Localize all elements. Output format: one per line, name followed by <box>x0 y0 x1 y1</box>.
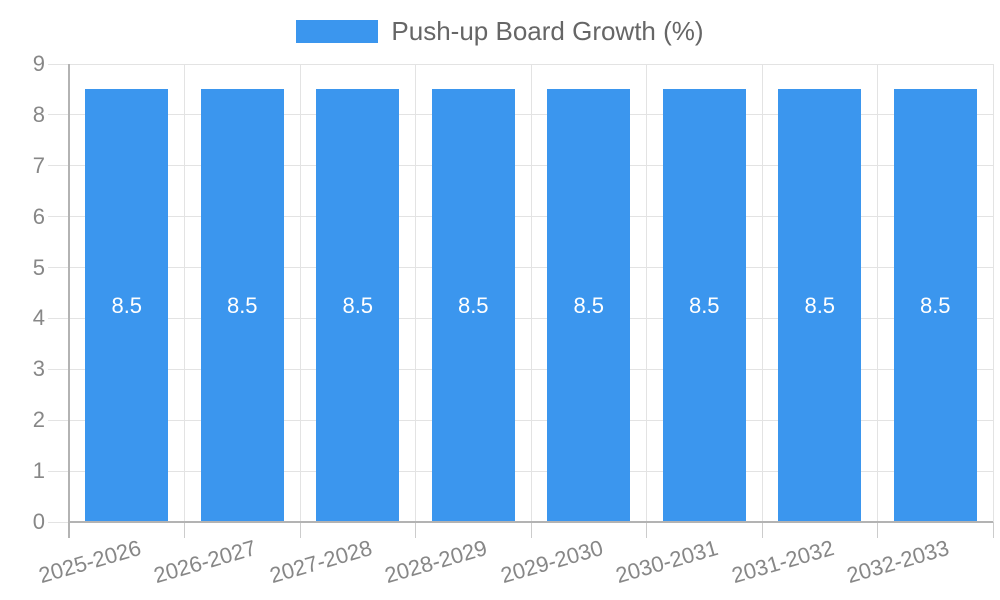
bar[interactable]: 8.5 <box>662 89 746 522</box>
bar-value-label: 8.5 <box>919 292 951 318</box>
x-gridline <box>646 64 647 522</box>
bar[interactable]: 8.5 <box>778 89 862 522</box>
y-tick-mark <box>48 267 69 269</box>
bar-value-label: 8.5 <box>457 292 489 318</box>
y-tick-mark <box>48 419 69 421</box>
y-tick-mark <box>48 470 69 472</box>
bar-value-label: 8.5 <box>804 292 836 318</box>
y-axis-tick-label: 6 <box>32 203 45 229</box>
bar-value-label: 8.5 <box>573 292 605 318</box>
bar-value-label: 8.5 <box>111 292 143 318</box>
bar[interactable]: 8.5 <box>316 89 400 522</box>
x-tick-mark <box>299 522 301 538</box>
x-axis-tick-label: 2030-2031 <box>612 535 721 589</box>
x-tick-mark <box>877 522 878 538</box>
bar-value-label: 8.5 <box>688 292 720 318</box>
x-gridline <box>184 64 185 522</box>
x-tick-mark <box>992 522 994 538</box>
x-tick-mark <box>415 522 416 538</box>
bar[interactable]: 8.5 <box>85 89 169 522</box>
bar[interactable]: 8.5 <box>547 89 631 522</box>
bar-value-label: 8.5 <box>342 292 374 318</box>
x-axis-tick-label: 2026-2027 <box>150 535 259 589</box>
y-axis-tick-label: 2 <box>32 407 45 433</box>
x-gridline <box>530 64 532 522</box>
x-axis-tick-label: 2027-2028 <box>266 535 375 589</box>
y-tick-mark <box>48 63 69 65</box>
x-axis-tick-label: 2032-2033 <box>843 535 952 589</box>
y-axis-line <box>68 64 70 538</box>
y-axis-tick-label: 0 <box>32 509 45 534</box>
x-tick-mark <box>761 522 763 538</box>
y-axis-tick-label: 1 <box>32 458 45 484</box>
y-axis-tick-label: 9 <box>32 51 45 76</box>
x-axis-tick-label: 2029-2030 <box>497 535 606 589</box>
y-tick-mark <box>48 165 69 167</box>
x-tick-mark <box>530 522 532 538</box>
y-axis-tick-label: 4 <box>32 305 45 331</box>
y-tick-mark <box>48 368 69 370</box>
y-axis-tick-label: 3 <box>32 356 45 382</box>
x-tick-mark <box>646 522 647 538</box>
x-tick-mark <box>184 522 185 538</box>
legend-label: Push-up Board Growth (%) <box>391 16 704 46</box>
bar[interactable]: 8.5 <box>200 89 284 522</box>
bar-value-label: 8.5 <box>226 292 258 318</box>
x-axis-tick-label: 2031-2032 <box>728 535 837 589</box>
y-axis-tick-label: 5 <box>32 254 45 280</box>
x-axis-line <box>69 521 993 523</box>
y-tick-mark <box>48 317 69 319</box>
x-gridline <box>761 64 763 522</box>
x-gridline <box>992 64 994 522</box>
x-axis-tick-label: 2028-2029 <box>381 535 490 589</box>
y-axis-tick-label: 8 <box>32 101 45 127</box>
x-gridline <box>299 64 301 522</box>
x-axis-tick-label: 2025-2026 <box>35 535 144 589</box>
y-tick-mark <box>48 114 69 116</box>
x-gridline <box>877 64 878 522</box>
y-tick-mark <box>48 216 69 218</box>
y-tick-mark <box>48 521 69 523</box>
y-axis-tick-label: 7 <box>32 152 45 178</box>
legend-swatch <box>296 19 379 43</box>
chart-legend[interactable]: Push-up Board Growth (%) <box>0 17 1000 46</box>
bar[interactable]: 8.5 <box>893 89 977 522</box>
x-gridline <box>415 64 416 522</box>
bar[interactable]: 8.5 <box>431 89 515 522</box>
